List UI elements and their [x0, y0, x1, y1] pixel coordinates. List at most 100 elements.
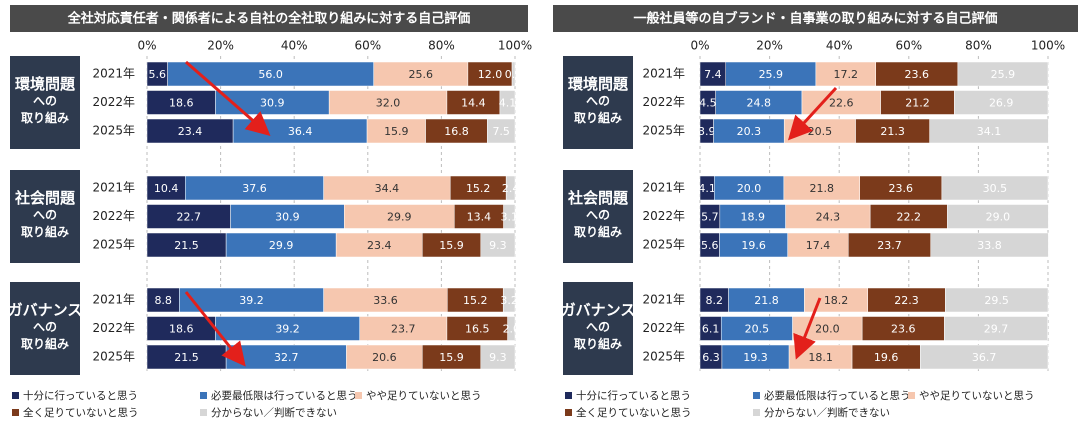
group-label-box [563, 56, 633, 149]
arrow [185, 60, 271, 136]
value-label: 23.7 [877, 239, 902, 252]
legend-swatch [355, 392, 362, 399]
group-label: 取り組み [574, 110, 622, 125]
value-label: 6.3 [702, 351, 720, 364]
bar-segment [941, 175, 1049, 201]
value-label: 15.9 [384, 125, 409, 138]
bar-segment [867, 287, 946, 313]
bar-segment [719, 232, 788, 258]
group-label: 取り組み [574, 224, 622, 239]
bar-segment [851, 344, 921, 370]
y-tick-label: 2022年 [92, 321, 135, 335]
value-label: 19.6 [874, 351, 899, 364]
group-label: への [586, 94, 610, 108]
value-label: 15.2 [463, 294, 488, 307]
bar-segment [507, 316, 516, 341]
value-label: 33.6 [373, 294, 398, 307]
y-tick-label: 2021年 [92, 67, 135, 81]
group-label: 取り組み [21, 336, 69, 351]
bar-segment [179, 287, 324, 313]
legend-label: 全く足りていないと思う [23, 406, 139, 419]
title-box [553, 5, 1078, 32]
value-label: 23.4 [367, 239, 392, 252]
y-tick-label: 2022年 [642, 95, 685, 109]
value-label: 22.7 [177, 211, 202, 224]
bar-segment [930, 232, 1049, 258]
value-label: 3.9 [698, 125, 716, 138]
x-tick-label: 60% [354, 39, 381, 53]
bar-segment [422, 344, 482, 370]
value-label: 6.1 [702, 323, 720, 336]
y-tick-label: 2025年 [642, 350, 685, 364]
value-label: 0.8 [505, 68, 523, 81]
value-label: 7.5 [492, 125, 510, 138]
bar-segment [146, 175, 186, 201]
value-label: 21.3 [880, 125, 905, 138]
x-tick-label: 0% [137, 39, 156, 53]
value-label: 30.9 [260, 97, 285, 110]
value-label: 22.6 [829, 97, 854, 110]
bar-segment [215, 316, 360, 341]
group-label: 取り組み [21, 110, 69, 125]
group-label: 環境問題 [568, 75, 629, 93]
value-label: 21.5 [174, 239, 199, 252]
x-tick-label: 100% [498, 39, 532, 53]
bar-segment [721, 344, 790, 370]
y-tick-label: 2022年 [92, 209, 135, 223]
value-label: 9.3 [489, 239, 507, 252]
value-label: 17.2 [834, 68, 859, 81]
bar-segment [505, 175, 516, 201]
group-label: 社会問題 [14, 189, 76, 207]
value-label: 25.6 [409, 68, 434, 81]
value-label: 56.0 [258, 68, 283, 81]
value-label: 26.9 [989, 97, 1014, 110]
y-tick-label: 2021年 [92, 293, 135, 307]
value-label: 21.2 [905, 97, 930, 110]
bar-segment [859, 175, 943, 201]
value-label: 21.5 [174, 351, 199, 364]
y-tick-label: 2021年 [92, 181, 135, 195]
bar-segment [335, 232, 423, 258]
chart-title: 全社対応責任者・関係者による自社の全社取り組みに対する自己評価 [67, 11, 471, 27]
value-label: 22.2 [897, 211, 922, 224]
y-tick-label: 2025年 [642, 238, 685, 252]
value-label: 23.6 [891, 323, 916, 336]
bar-segment [920, 344, 1049, 370]
value-label: 16.8 [444, 125, 469, 138]
bar-segment [503, 204, 516, 229]
y-tick-label: 2021年 [642, 67, 685, 81]
bar-segment [511, 61, 516, 87]
bar-segment [146, 204, 231, 229]
bar-segment [146, 316, 216, 341]
value-label: 34.4 [375, 182, 400, 195]
bar-segment [328, 90, 448, 115]
value-label: 30.5 [983, 182, 1008, 195]
y-tick-label: 2025年 [92, 124, 135, 138]
group-label-box [10, 56, 80, 149]
value-label: 15.2 [466, 182, 491, 195]
value-label: 36.4 [288, 125, 313, 138]
panel: 一般社員等の自ブランド・自事業の取り組みに対する自己評価 0% 20% 40% 60% 8… [553, 5, 1078, 419]
group-label: 取り組み [574, 336, 622, 351]
value-label: 5.6 [701, 239, 719, 252]
value-label: 22.3 [894, 294, 919, 307]
legend-label: 全く足りていないと思う [576, 406, 692, 419]
value-label: 20.6 [372, 351, 397, 364]
arrow [787, 86, 838, 141]
value-label: 29.5 [984, 294, 1009, 307]
group-label-box [10, 282, 80, 375]
group-label: 環境問題 [15, 75, 76, 93]
y-tick-label: 2021年 [642, 181, 685, 195]
bar-segment [715, 90, 803, 115]
bar-segment [446, 90, 501, 115]
value-label: 20.3 [737, 125, 762, 138]
bar-segment [720, 316, 793, 341]
group-label: 取り組み [21, 224, 69, 239]
group-label: ガバナンス [8, 301, 83, 319]
value-label: 2.0 [503, 323, 521, 336]
legend-swatch [12, 392, 19, 399]
bar-segment [346, 344, 423, 370]
value-label: 5.7 [701, 211, 719, 224]
bar-segment [954, 90, 1049, 115]
annotation-arrows [184, 60, 838, 367]
